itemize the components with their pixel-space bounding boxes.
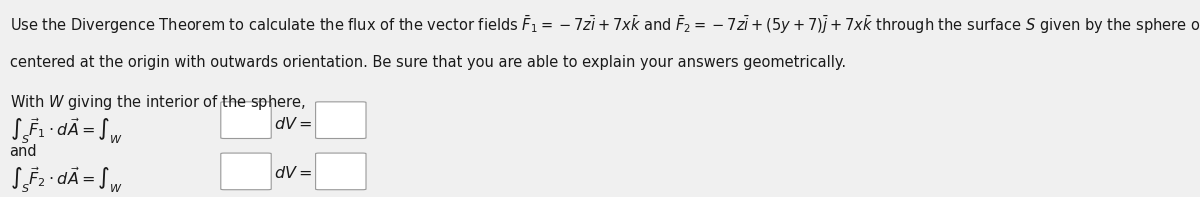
Text: With $W$ giving the interior of the sphere,: With $W$ giving the interior of the sphe… bbox=[10, 93, 305, 112]
Text: $\int_S \vec{F}_1 \cdot d\vec{A} = \int_W$: $\int_S \vec{F}_1 \cdot d\vec{A} = \int_… bbox=[10, 116, 122, 146]
Text: $dV =$: $dV =$ bbox=[274, 116, 312, 132]
Text: centered at the origin with outwards orientation. Be sure that you are able to e: centered at the origin with outwards ori… bbox=[10, 55, 846, 70]
FancyBboxPatch shape bbox=[316, 153, 366, 190]
FancyBboxPatch shape bbox=[316, 102, 366, 138]
Text: $\int_S \vec{F}_2 \cdot d\vec{A} = \int_W$: $\int_S \vec{F}_2 \cdot d\vec{A} = \int_… bbox=[10, 165, 122, 195]
Text: Use the Divergence Theorem to calculate the flux of the vector fields $\bar{F}_1: Use the Divergence Theorem to calculate … bbox=[10, 14, 1200, 36]
Text: $dV =$: $dV =$ bbox=[274, 165, 312, 181]
FancyBboxPatch shape bbox=[221, 153, 271, 190]
FancyBboxPatch shape bbox=[221, 102, 271, 138]
Text: and: and bbox=[10, 144, 37, 159]
